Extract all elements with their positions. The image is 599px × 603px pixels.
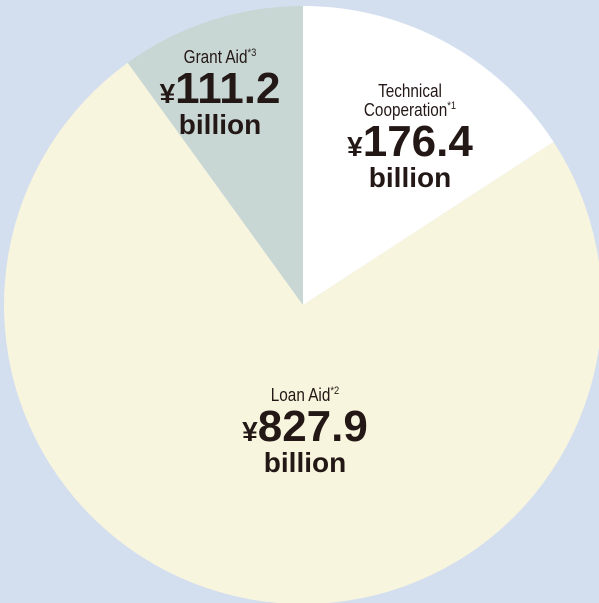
currency: ¥ xyxy=(159,77,176,109)
unit: billion xyxy=(263,446,347,478)
category-name: Technical Cooperation*1 xyxy=(355,82,466,120)
slice-label: Grant Aid*3 ¥111.2 billion xyxy=(120,47,320,140)
slice-label: Technical Cooperation*1 ¥176.4 billion xyxy=(345,82,475,192)
slice-label: Loan Aid*2 ¥827.9 billion xyxy=(195,385,415,478)
footnote-mark: *1 xyxy=(447,99,457,112)
pie-slice xyxy=(127,6,303,305)
category-text: Grant Aid xyxy=(183,47,248,67)
unit: billion xyxy=(178,108,262,140)
category-name: Loan Aid*2 xyxy=(212,385,399,405)
currency: ¥ xyxy=(242,415,258,447)
value: 827.9 xyxy=(257,401,368,451)
category-text: Loan Aid xyxy=(270,385,331,405)
value-label: ¥827.9 xyxy=(195,401,415,451)
value: 176.4 xyxy=(362,116,473,166)
unit: billion xyxy=(368,161,452,193)
value: 111.2 xyxy=(175,63,281,113)
category-name: Grant Aid*3 xyxy=(135,47,305,67)
value-label: ¥111.2 xyxy=(120,63,320,113)
value-label: ¥176.4 xyxy=(345,116,475,166)
pie-slice xyxy=(4,62,599,603)
currency: ¥ xyxy=(347,130,363,162)
footnote-mark: *2 xyxy=(330,385,340,397)
pie-slice xyxy=(303,6,554,305)
footnote-mark: *3 xyxy=(247,47,257,59)
category-text: Technical Cooperation xyxy=(363,81,448,120)
